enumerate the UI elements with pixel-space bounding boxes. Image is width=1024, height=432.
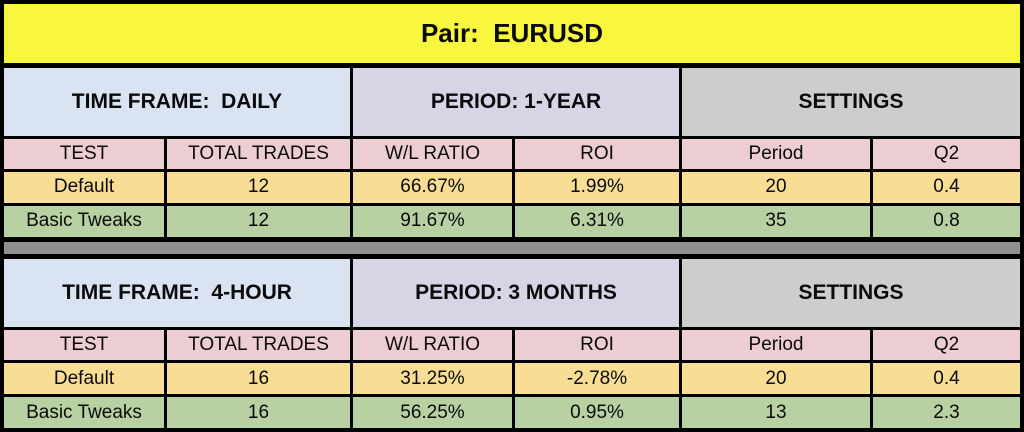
table-divider [4, 241, 1020, 254]
cell-q2: 0.4 [873, 363, 1020, 394]
cell-period: 13 [682, 397, 870, 428]
time-frame-4-hour-header: TIME FRAME: 4-HOUR [4, 259, 350, 327]
column-header-roi: ROI [515, 330, 679, 360]
cell-q2: 2.3 [873, 397, 1020, 428]
cell-q2: 0.4 [873, 171, 1020, 203]
cell-total-trades: 16 [167, 363, 350, 394]
column-header-roi: ROI [515, 138, 679, 169]
cell-roi: 0.95% [515, 397, 679, 428]
cell-period: 20 [682, 171, 870, 203]
cell-test-name: Basic Tweaks [4, 397, 164, 428]
cell-wl-ratio: 91.67% [353, 205, 512, 237]
column-header-period: Period [682, 138, 870, 169]
period-3-months-header: PERIOD: 3 MONTHS [353, 259, 679, 327]
cell-total-trades: 16 [167, 397, 350, 428]
cell-test-name: Default [4, 171, 164, 203]
cell-test-name: Basic Tweaks [4, 205, 164, 237]
column-header-wl-ratio: W/L RATIO [353, 138, 512, 169]
cell-wl-ratio: 31.25% [353, 363, 512, 394]
cell-wl-ratio: 66.67% [353, 171, 512, 203]
cell-roi: 1.99% [515, 171, 679, 203]
results-table-daily: TIME FRAME: DAILY PERIOD: 1-YEAR SETTING… [4, 67, 1020, 237]
cell-period: 20 [682, 363, 870, 394]
column-header-wl-ratio: W/L RATIO [353, 330, 512, 360]
period-1-year-header: PERIOD: 1-YEAR [353, 67, 679, 136]
cell-q2: 0.8 [873, 205, 1020, 237]
cell-total-trades: 12 [167, 171, 350, 203]
column-header-q2: Q2 [873, 330, 1020, 360]
cell-total-trades: 12 [167, 205, 350, 237]
settings-header: SETTINGS [682, 67, 1020, 136]
cell-period: 35 [682, 205, 870, 237]
time-frame-daily-header: TIME FRAME: DAILY [4, 67, 350, 136]
pair-title: Pair: EURUSD [4, 4, 1020, 63]
column-header-test: TEST [4, 330, 164, 360]
cell-wl-ratio: 56.25% [353, 397, 512, 428]
cell-roi: 6.31% [515, 205, 679, 237]
settings-header: SETTINGS [682, 259, 1020, 327]
cell-roi: -2.78% [515, 363, 679, 394]
column-header-test: TEST [4, 138, 164, 169]
column-header-total-trades: TOTAL TRADES [167, 330, 350, 360]
column-header-q2: Q2 [873, 138, 1020, 169]
results-table-4-hour: TIME FRAME: 4-HOUR PERIOD: 3 MONTHS SETT… [4, 259, 1020, 428]
column-header-period: Period [682, 330, 870, 360]
cell-test-name: Default [4, 363, 164, 394]
column-header-total-trades: TOTAL TRADES [167, 138, 350, 169]
